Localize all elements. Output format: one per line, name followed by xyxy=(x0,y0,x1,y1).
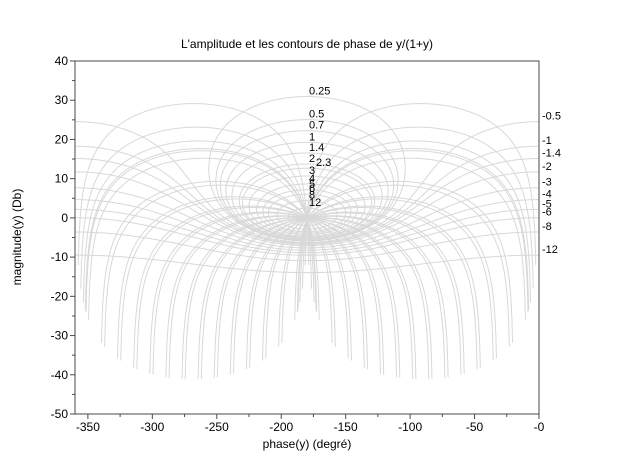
iso-phase-curve xyxy=(297,148,530,311)
iso-gain-curve xyxy=(75,208,539,254)
iso-phase-curve xyxy=(149,211,381,374)
gain-contour-label: -1 xyxy=(542,135,552,147)
gain-contour-label: -5 xyxy=(542,198,552,210)
gain-contour-label: 6 xyxy=(309,183,315,195)
x-tick-label: -0 xyxy=(534,420,545,434)
contour-labels: 0.250.50.711.42 2.33456812-0.5-1-1.4-2-3-… xyxy=(309,86,561,257)
iso-gain-curve xyxy=(75,217,539,256)
y-tick-label: -30 xyxy=(51,329,69,343)
gain-contour-label: 1 xyxy=(309,131,315,143)
gain-contour-label: -0.5 xyxy=(542,111,561,123)
y-tick-label: -40 xyxy=(51,368,69,382)
x-tick-label: -50 xyxy=(466,420,484,434)
iso-phase-curve xyxy=(168,215,401,378)
iso-phase-curve xyxy=(82,140,315,303)
gain-contour-label: 5 xyxy=(309,179,315,191)
iso-phase-curve xyxy=(85,150,318,313)
iso-phase-curve xyxy=(299,140,532,303)
iso-gain-curve xyxy=(238,163,376,239)
gain-contour-label: -12 xyxy=(542,244,558,256)
iso-gain-curve xyxy=(75,199,539,251)
iso-phase-curve xyxy=(265,196,497,359)
iso-phase-curve xyxy=(281,180,514,343)
y-tick-label: 0 xyxy=(61,211,68,225)
gain-contour-label: 3 xyxy=(309,165,315,177)
axis-tick-labels: -350 -300 -250 -200 -150 -100 -50 -0 40 30 20 10 0 -1… xyxy=(51,54,545,434)
x-tick-label: -100 xyxy=(398,420,422,434)
iso-gain-curve xyxy=(75,157,539,245)
iso-phase-curve xyxy=(80,126,313,289)
x-tick-label: -300 xyxy=(140,420,164,434)
iso-gain-curve xyxy=(208,96,406,242)
iso-phase-curve xyxy=(249,205,481,368)
iso-gain-curve xyxy=(75,121,539,244)
iso-phase-curve xyxy=(233,211,465,374)
chart-title: L'amplitude et les contours de phase de … xyxy=(180,37,434,51)
gain-contour-label: -2 xyxy=(542,161,552,173)
iso-phase-curve xyxy=(200,217,433,380)
iso-gain-curve xyxy=(75,171,539,247)
x-tick-label: -350 xyxy=(76,420,100,434)
iso-phase-curve xyxy=(100,180,333,343)
iso-gain-curve xyxy=(231,152,383,240)
iso-gain-curve xyxy=(75,231,539,262)
iso-phase-curve xyxy=(77,103,310,266)
gain-contour-label: 2 xyxy=(309,153,315,165)
gain-contour-label: 4 xyxy=(309,173,315,185)
iso-phase-curve xyxy=(304,103,537,266)
gain-contour-label: -4 xyxy=(542,189,552,201)
y-axis-title: magnitude(y) (Db) xyxy=(10,188,24,286)
gain-contour-label: -6 xyxy=(542,207,552,219)
x-tick-label: -150 xyxy=(334,420,358,434)
iso-gain-curve xyxy=(75,187,539,249)
gain-contour-label: 1.4 xyxy=(309,142,324,154)
y-tick-label: 10 xyxy=(55,172,69,186)
y-tick-label: 40 xyxy=(55,54,69,68)
iso-phase-curve xyxy=(229,212,462,375)
iso-gain-curve xyxy=(241,167,373,238)
gain-contour-label: 2.3 xyxy=(316,157,331,169)
iso-phase-curve xyxy=(301,126,534,289)
gain-contour-label: -3 xyxy=(542,177,552,189)
contour-curves xyxy=(75,96,539,380)
x-axis-title: phase(y) (degré) xyxy=(262,437,352,451)
gain-contour-label: 0.7 xyxy=(309,120,324,132)
y-tick-label: 20 xyxy=(55,132,69,146)
gain-contour-label: 0.5 xyxy=(309,109,324,121)
iso-phase-curve xyxy=(104,184,336,347)
gain-contour-label: 0.25 xyxy=(309,86,330,98)
iso-phase-curve xyxy=(152,212,385,375)
iso-phase-curve xyxy=(88,157,320,320)
x-tick-label: -250 xyxy=(205,420,229,434)
y-tick-label: -20 xyxy=(51,289,69,303)
iso-phase-curve xyxy=(294,157,526,320)
gain-contour-label: 8 xyxy=(309,190,315,202)
iso-gain-curve xyxy=(75,145,539,245)
iso-phase-curve xyxy=(133,205,365,368)
iso-phase-curve xyxy=(165,215,398,378)
iso-gain-curve xyxy=(248,175,366,237)
iso-phase-curve xyxy=(120,198,352,361)
iso-phase-curve xyxy=(278,184,510,347)
iso-phase-curve xyxy=(84,148,317,311)
y-tick-label: -10 xyxy=(51,250,69,264)
gain-contour-label: -8 xyxy=(542,221,552,233)
y-tick-label: 30 xyxy=(55,93,69,107)
x-tick-label: -200 xyxy=(269,420,293,434)
y-tick-label: -50 xyxy=(51,407,69,421)
axis-ticks xyxy=(70,60,540,419)
gain-contour-label: 12 xyxy=(309,197,321,209)
iso-phase-curve xyxy=(136,207,369,370)
iso-phase-curve xyxy=(296,150,529,313)
gain-contour-label: -1.4 xyxy=(542,148,561,160)
iso-phase-curve xyxy=(216,215,449,378)
iso-phase-curve xyxy=(245,207,478,370)
iso-phase-curve xyxy=(184,217,417,380)
iso-gain-curve xyxy=(276,200,338,230)
